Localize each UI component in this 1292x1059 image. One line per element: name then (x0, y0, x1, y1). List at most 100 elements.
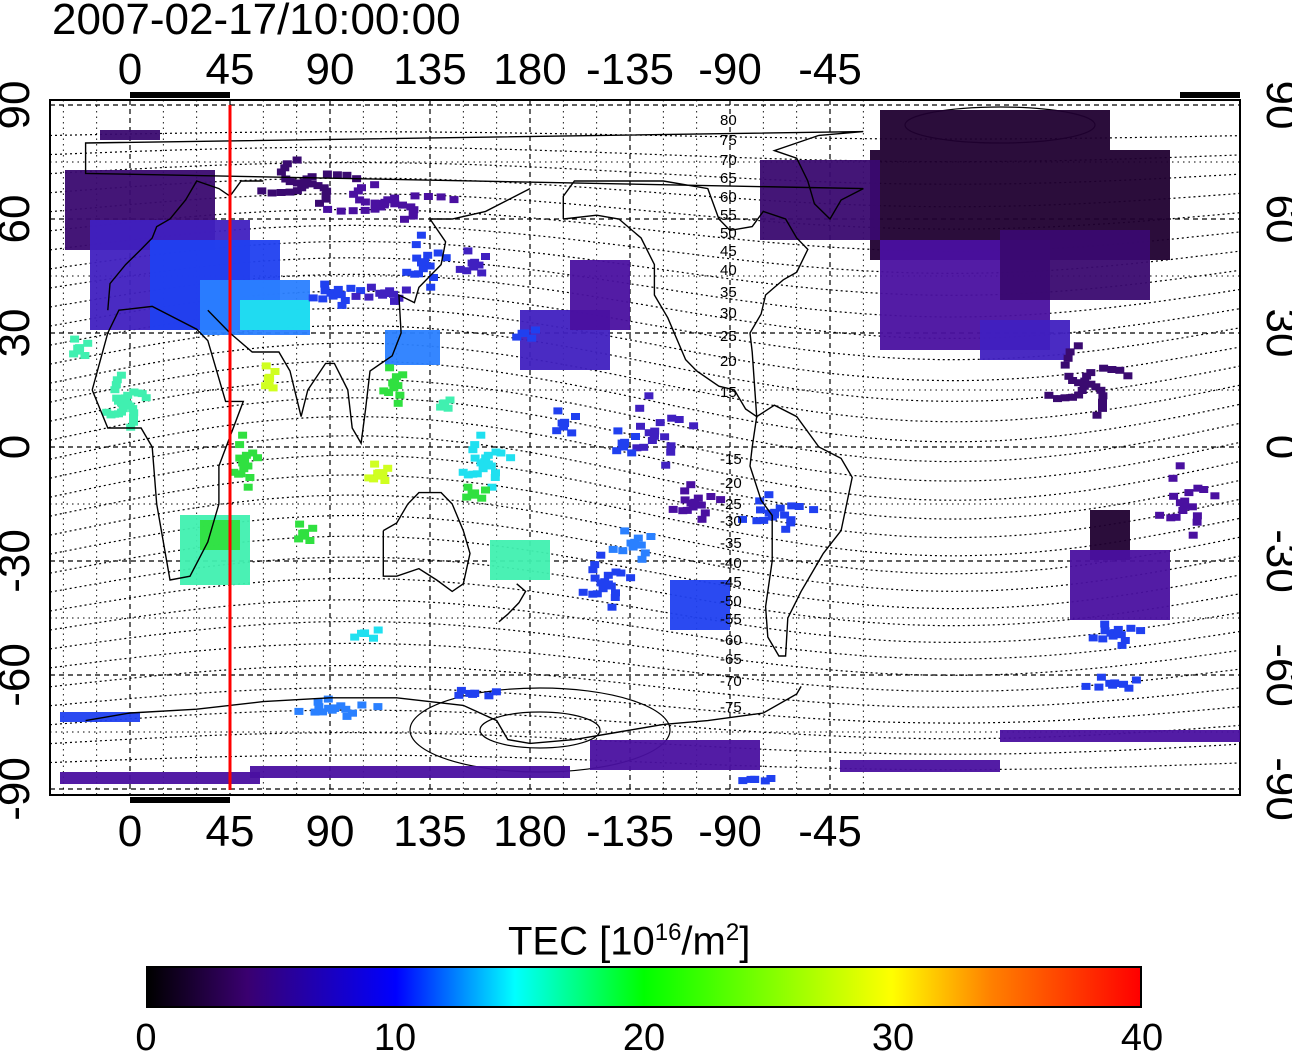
tec-cell (406, 203, 416, 211)
tec-cell (786, 516, 796, 524)
map-title: 2007-02-17/10:00:00 (52, 0, 461, 44)
tec-cell (238, 431, 248, 439)
tec-cell (491, 469, 500, 477)
tec-cell (436, 403, 446, 411)
tec-cell (1184, 489, 1194, 497)
tec-cell (1113, 625, 1123, 633)
tec-cell (355, 196, 365, 204)
tec-cell (567, 429, 577, 437)
tec-cell (390, 194, 400, 202)
tec-cell (393, 399, 403, 407)
tec-cell (267, 189, 277, 197)
tec-cell (229, 468, 239, 476)
top-lon-tick-3: 135 (393, 45, 467, 94)
tec-cell (385, 364, 395, 372)
tec-cell (1136, 627, 1146, 635)
right-lat-tick-3: 0 (1257, 412, 1292, 482)
colorbar-tick-0: 0 (135, 1017, 157, 1059)
tec-cell (454, 691, 464, 699)
tec-cell (1099, 364, 1109, 372)
left-lat-tick-3: 0 (0, 412, 39, 482)
tec-cell (299, 181, 309, 189)
tec-cell (610, 594, 620, 601)
tec-cell (276, 189, 286, 196)
tec-cell (360, 206, 370, 214)
tec-cell (649, 432, 659, 440)
tec-region (250, 766, 570, 778)
contour-label: -65 (720, 651, 742, 668)
bottom-lon-tick-2: 90 (305, 807, 355, 856)
contour-label: 75 (720, 132, 737, 149)
tec-cell (323, 695, 333, 703)
bottom-lon-tick-4: 180 (493, 807, 567, 856)
contour-line (50, 664, 1240, 708)
tec-cell (644, 429, 654, 437)
tec-cell (261, 382, 271, 390)
colorbar-tick-4: 40 (1120, 1017, 1164, 1059)
tec-cell (320, 280, 330, 288)
tec-cell (578, 588, 588, 596)
tec-cell (357, 629, 366, 637)
tec-cell (696, 501, 706, 509)
tec-cell (809, 506, 819, 514)
tec-cell (611, 568, 621, 576)
tec-cell (341, 705, 351, 713)
tec-cell (487, 483, 497, 491)
tec-cell (1187, 503, 1197, 511)
tec-cell (697, 515, 707, 523)
tec-region (980, 320, 1070, 360)
contour-label: 50 (720, 225, 737, 242)
tec-cell (463, 247, 473, 255)
tec-cell (637, 555, 647, 563)
tec-cell (1108, 632, 1118, 640)
tec-cell (307, 180, 317, 188)
tec-cell (299, 532, 309, 540)
tec-cell (383, 196, 393, 204)
coastline (498, 583, 527, 623)
contour-line (50, 416, 1240, 501)
tec-cell (470, 454, 480, 462)
top-lon-tick-0: 0 (117, 45, 143, 94)
bottom-lon-tick-5: -135 (585, 807, 675, 856)
tec-cell (1107, 366, 1117, 373)
contour-label: -75 (720, 699, 742, 716)
tec-cell (305, 537, 315, 544)
tec-cell (112, 376, 122, 384)
tec-cell (588, 566, 598, 574)
tec-cell (764, 491, 774, 499)
contour-line (50, 599, 1240, 660)
contour-label: -40 (720, 555, 742, 572)
tec-cell (617, 439, 627, 447)
contour-line (50, 360, 1240, 443)
tec-cell (340, 297, 350, 304)
tec-cell (1060, 361, 1070, 369)
tec-cell (384, 389, 394, 396)
tec-cell (123, 400, 133, 408)
contour-label: 15 (720, 384, 737, 401)
tec-cell (1081, 682, 1091, 690)
tec-cell (129, 418, 138, 426)
tec-cell (128, 405, 138, 413)
tec-cell (462, 267, 472, 275)
tec-cell (462, 493, 472, 501)
tec-cell (611, 589, 620, 597)
tec-cell (360, 198, 370, 206)
tec-cell (410, 192, 420, 200)
tec-cell (243, 483, 253, 491)
tec-cell (752, 517, 762, 525)
tec-cell (481, 486, 490, 494)
tec-cell (323, 205, 333, 213)
tec-cell (129, 409, 139, 417)
tec-cell (484, 692, 494, 700)
tec-cell (314, 703, 324, 711)
tec-cell (1169, 492, 1179, 500)
tec-cell (644, 392, 654, 400)
right-lat-tick-5: -60 (1257, 643, 1292, 707)
tec-cell (364, 474, 374, 482)
tec-cell (571, 413, 580, 420)
bottom-lon-tick-6: -90 (698, 807, 762, 856)
coastlines (84, 130, 864, 745)
tec-cell (458, 468, 468, 476)
tec-cell (321, 191, 331, 199)
top-lon-tick-4: 180 (493, 45, 567, 94)
